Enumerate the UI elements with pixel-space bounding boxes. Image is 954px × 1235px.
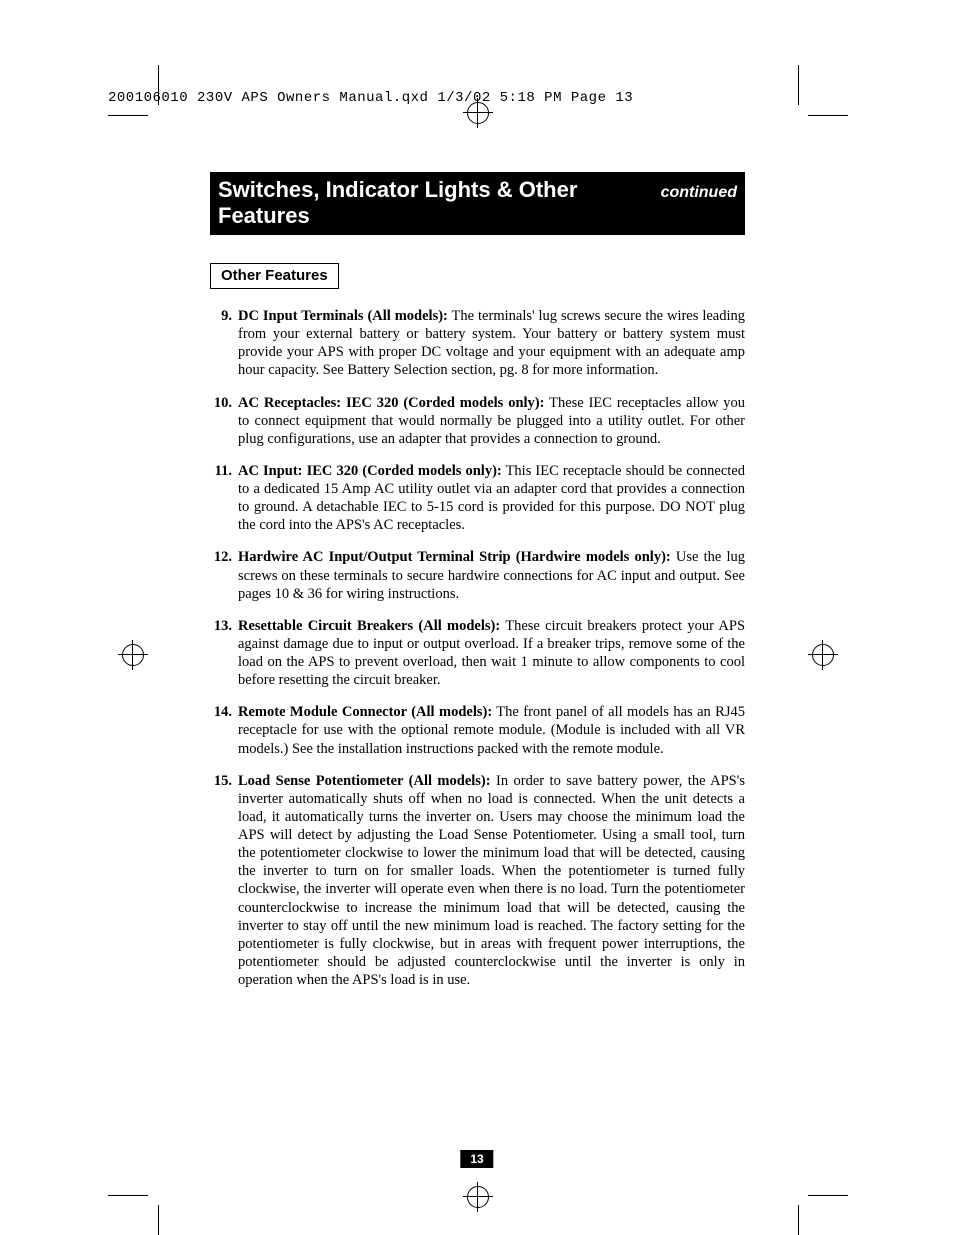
item-body: Hardwire AC Input/Output Terminal Strip … [238, 548, 745, 602]
section-title-bar: Switches, Indicator Lights & Other Featu… [210, 172, 745, 235]
item-lead: DC Input Terminals (All models): [238, 308, 448, 324]
crop-mark [108, 1195, 148, 1196]
item-number: 9. [210, 307, 238, 380]
item-body: Resettable Circuit Breakers (All models)… [238, 617, 745, 690]
feature-item: 11. AC Input: IEC 320 (Corded models onl… [210, 462, 745, 535]
item-number: 14. [210, 703, 238, 757]
content-area: Switches, Indicator Lights & Other Featu… [210, 172, 745, 1003]
subsection-heading: Other Features [210, 263, 339, 289]
item-number: 12. [210, 548, 238, 602]
item-lead: Load Sense Potentiometer (All models): [238, 773, 491, 789]
item-number: 10. [210, 394, 238, 448]
item-body: AC Input: IEC 320 (Corded models only): … [238, 462, 745, 535]
section-title-continued: continued [661, 184, 737, 202]
item-lead: Resettable Circuit Breakers (All models)… [238, 618, 500, 634]
feature-item: 14.Remote Module Connector (All models):… [210, 703, 745, 757]
crop-mark [798, 65, 799, 105]
feature-item: 13.Resettable Circuit Breakers (All mode… [210, 617, 745, 690]
print-slug: 200106010 230V APS Owners Manual.qxd 1/3… [108, 90, 633, 106]
item-text: In order to save battery power, the APS'… [238, 773, 745, 988]
feature-item: 10.AC Receptacles: IEC 320 (Corded model… [210, 394, 745, 448]
crop-mark [108, 115, 148, 116]
item-body: Load Sense Potentiometer (All models): I… [238, 772, 745, 990]
registration-mark-icon [808, 640, 838, 670]
section-title: Switches, Indicator Lights & Other Featu… [218, 177, 661, 229]
crop-mark [158, 1205, 159, 1235]
registration-mark-icon [463, 1182, 493, 1212]
crop-mark [808, 1195, 848, 1196]
item-number: 13. [210, 617, 238, 690]
item-number: 11. [210, 462, 238, 535]
item-body: Remote Module Connector (All models): Th… [238, 703, 745, 757]
feature-item: 15.Load Sense Potentiometer (All models)… [210, 772, 745, 990]
item-number: 15. [210, 772, 238, 990]
page-number: 13 [460, 1150, 493, 1168]
feature-item: 9.DC Input Terminals (All models): The t… [210, 307, 745, 380]
item-lead: AC Input: IEC 320 (Corded models only): [238, 463, 502, 479]
page: 200106010 230V APS Owners Manual.qxd 1/3… [0, 0, 954, 1235]
item-body: DC Input Terminals (All models): The ter… [238, 307, 745, 380]
item-lead: Hardwire AC Input/Output Terminal Strip … [238, 549, 671, 565]
item-body: AC Receptacles: IEC 320 (Corded models o… [238, 394, 745, 448]
feature-item: 12.Hardwire AC Input/Output Terminal Str… [210, 548, 745, 602]
item-lead: AC Receptacles: IEC 320 (Corded models o… [238, 395, 544, 411]
item-lead: Remote Module Connector (All models): [238, 704, 492, 720]
registration-mark-icon [118, 640, 148, 670]
crop-mark [798, 1205, 799, 1235]
crop-mark [808, 115, 848, 116]
feature-list: 9.DC Input Terminals (All models): The t… [210, 307, 745, 989]
